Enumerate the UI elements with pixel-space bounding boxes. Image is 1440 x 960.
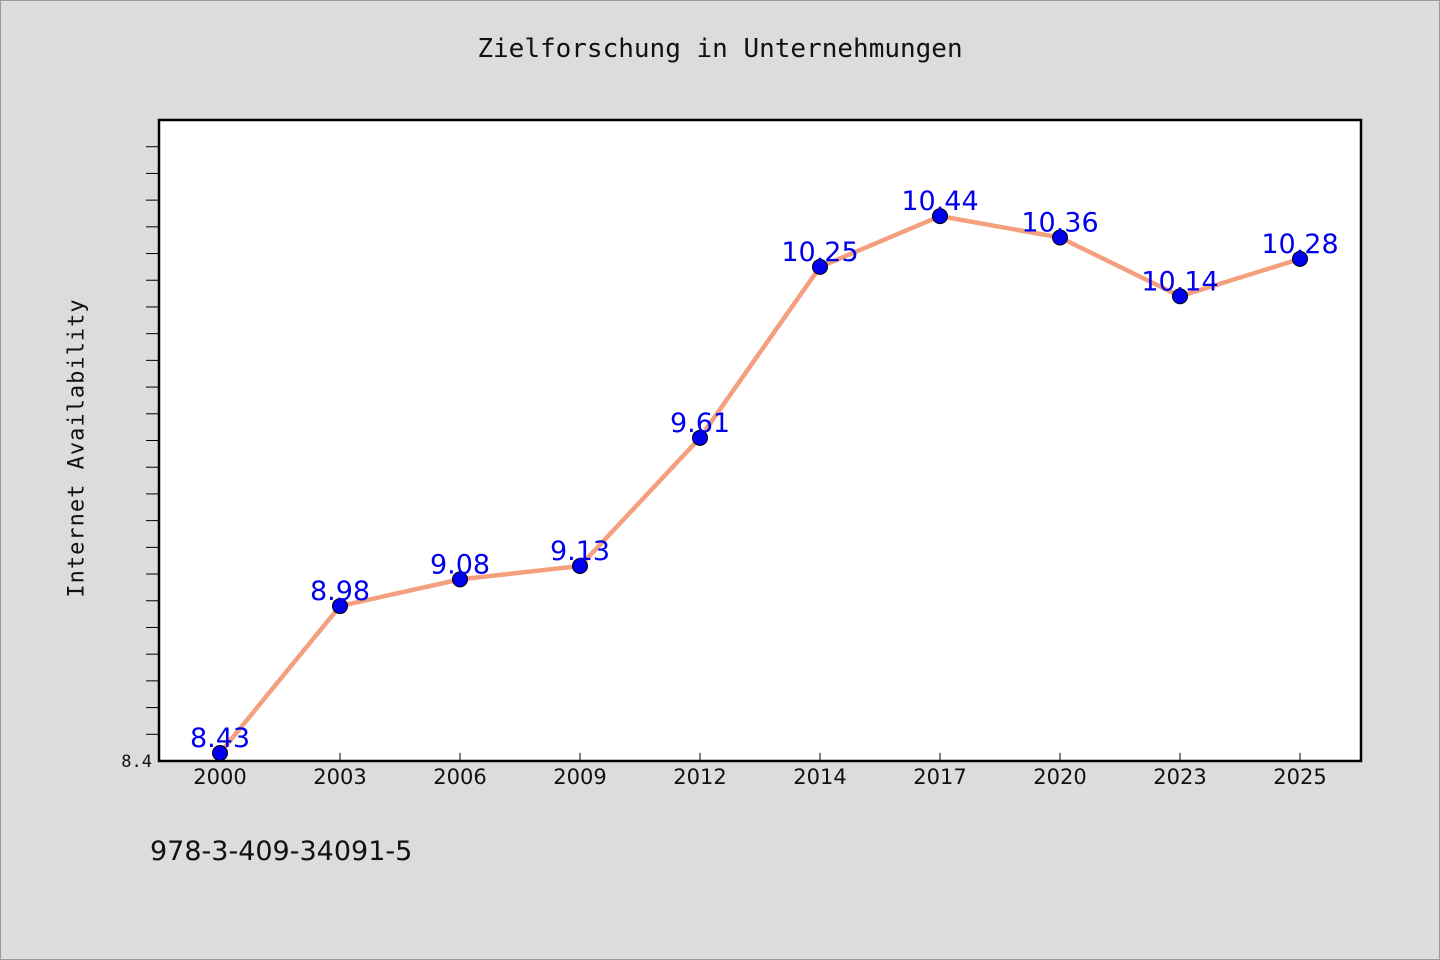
x-tick-label: 2014	[793, 765, 846, 789]
plot-area	[157, 118, 1363, 763]
x-tick-label: 2000	[193, 765, 246, 789]
x-tick-label: 2025	[1273, 765, 1326, 789]
data-point-marker	[452, 571, 468, 588]
data-label: 10.25	[781, 237, 858, 268]
x-tick-label: 2020	[1033, 765, 1086, 789]
x-tick-label: 2006	[433, 765, 486, 789]
data-point-marker	[692, 429, 708, 446]
data-label: 8.98	[310, 576, 370, 607]
x-tick-label: 2017	[913, 765, 966, 789]
data-label: 9.13	[550, 536, 610, 567]
data-label: 10.36	[1021, 208, 1098, 239]
x-tick-label: 2023	[1153, 765, 1206, 789]
data-label: 9.61	[670, 408, 730, 439]
series-line-group	[217, 213, 1303, 756]
data-label: 10.44	[901, 186, 978, 217]
data-point-marker	[1292, 250, 1308, 267]
data-point-marker	[572, 558, 588, 575]
data-point-marker	[212, 744, 228, 761]
y-tick-label: 8.4	[121, 752, 152, 772]
data-label: 8.43	[190, 723, 250, 754]
data-label: 10.14	[1141, 266, 1218, 297]
data-point-marker	[332, 598, 348, 615]
x-tick-label: 2012	[673, 765, 726, 789]
data-point-marker	[1052, 229, 1068, 246]
data-label: 9.08	[430, 549, 490, 580]
y-axis-ticks: 8.4	[121, 146, 159, 772]
data-label: 10.28	[1261, 229, 1338, 260]
data-point-marker	[932, 208, 948, 225]
data-labels-group: 8.43 8.98 9.08 9.13 9.61 10.25 10.44 10.36 10.14…	[190, 186, 1339, 754]
x-axis-ticks: 2000 2003 2006 2009 2012 2014 2017 2020 2023 2025	[193, 753, 1327, 789]
x-tick-label: 2003	[313, 765, 366, 789]
data-point-marker	[812, 258, 828, 275]
data-point-marker	[1172, 288, 1188, 305]
markers-group	[212, 208, 1308, 761]
x-tick-label: 2009	[553, 765, 606, 789]
series-line	[217, 213, 1303, 756]
isbn-text: 978-3-409-34091-5	[150, 836, 413, 867]
chart-title: Zielforschung in Unternehmungen	[477, 34, 963, 64]
